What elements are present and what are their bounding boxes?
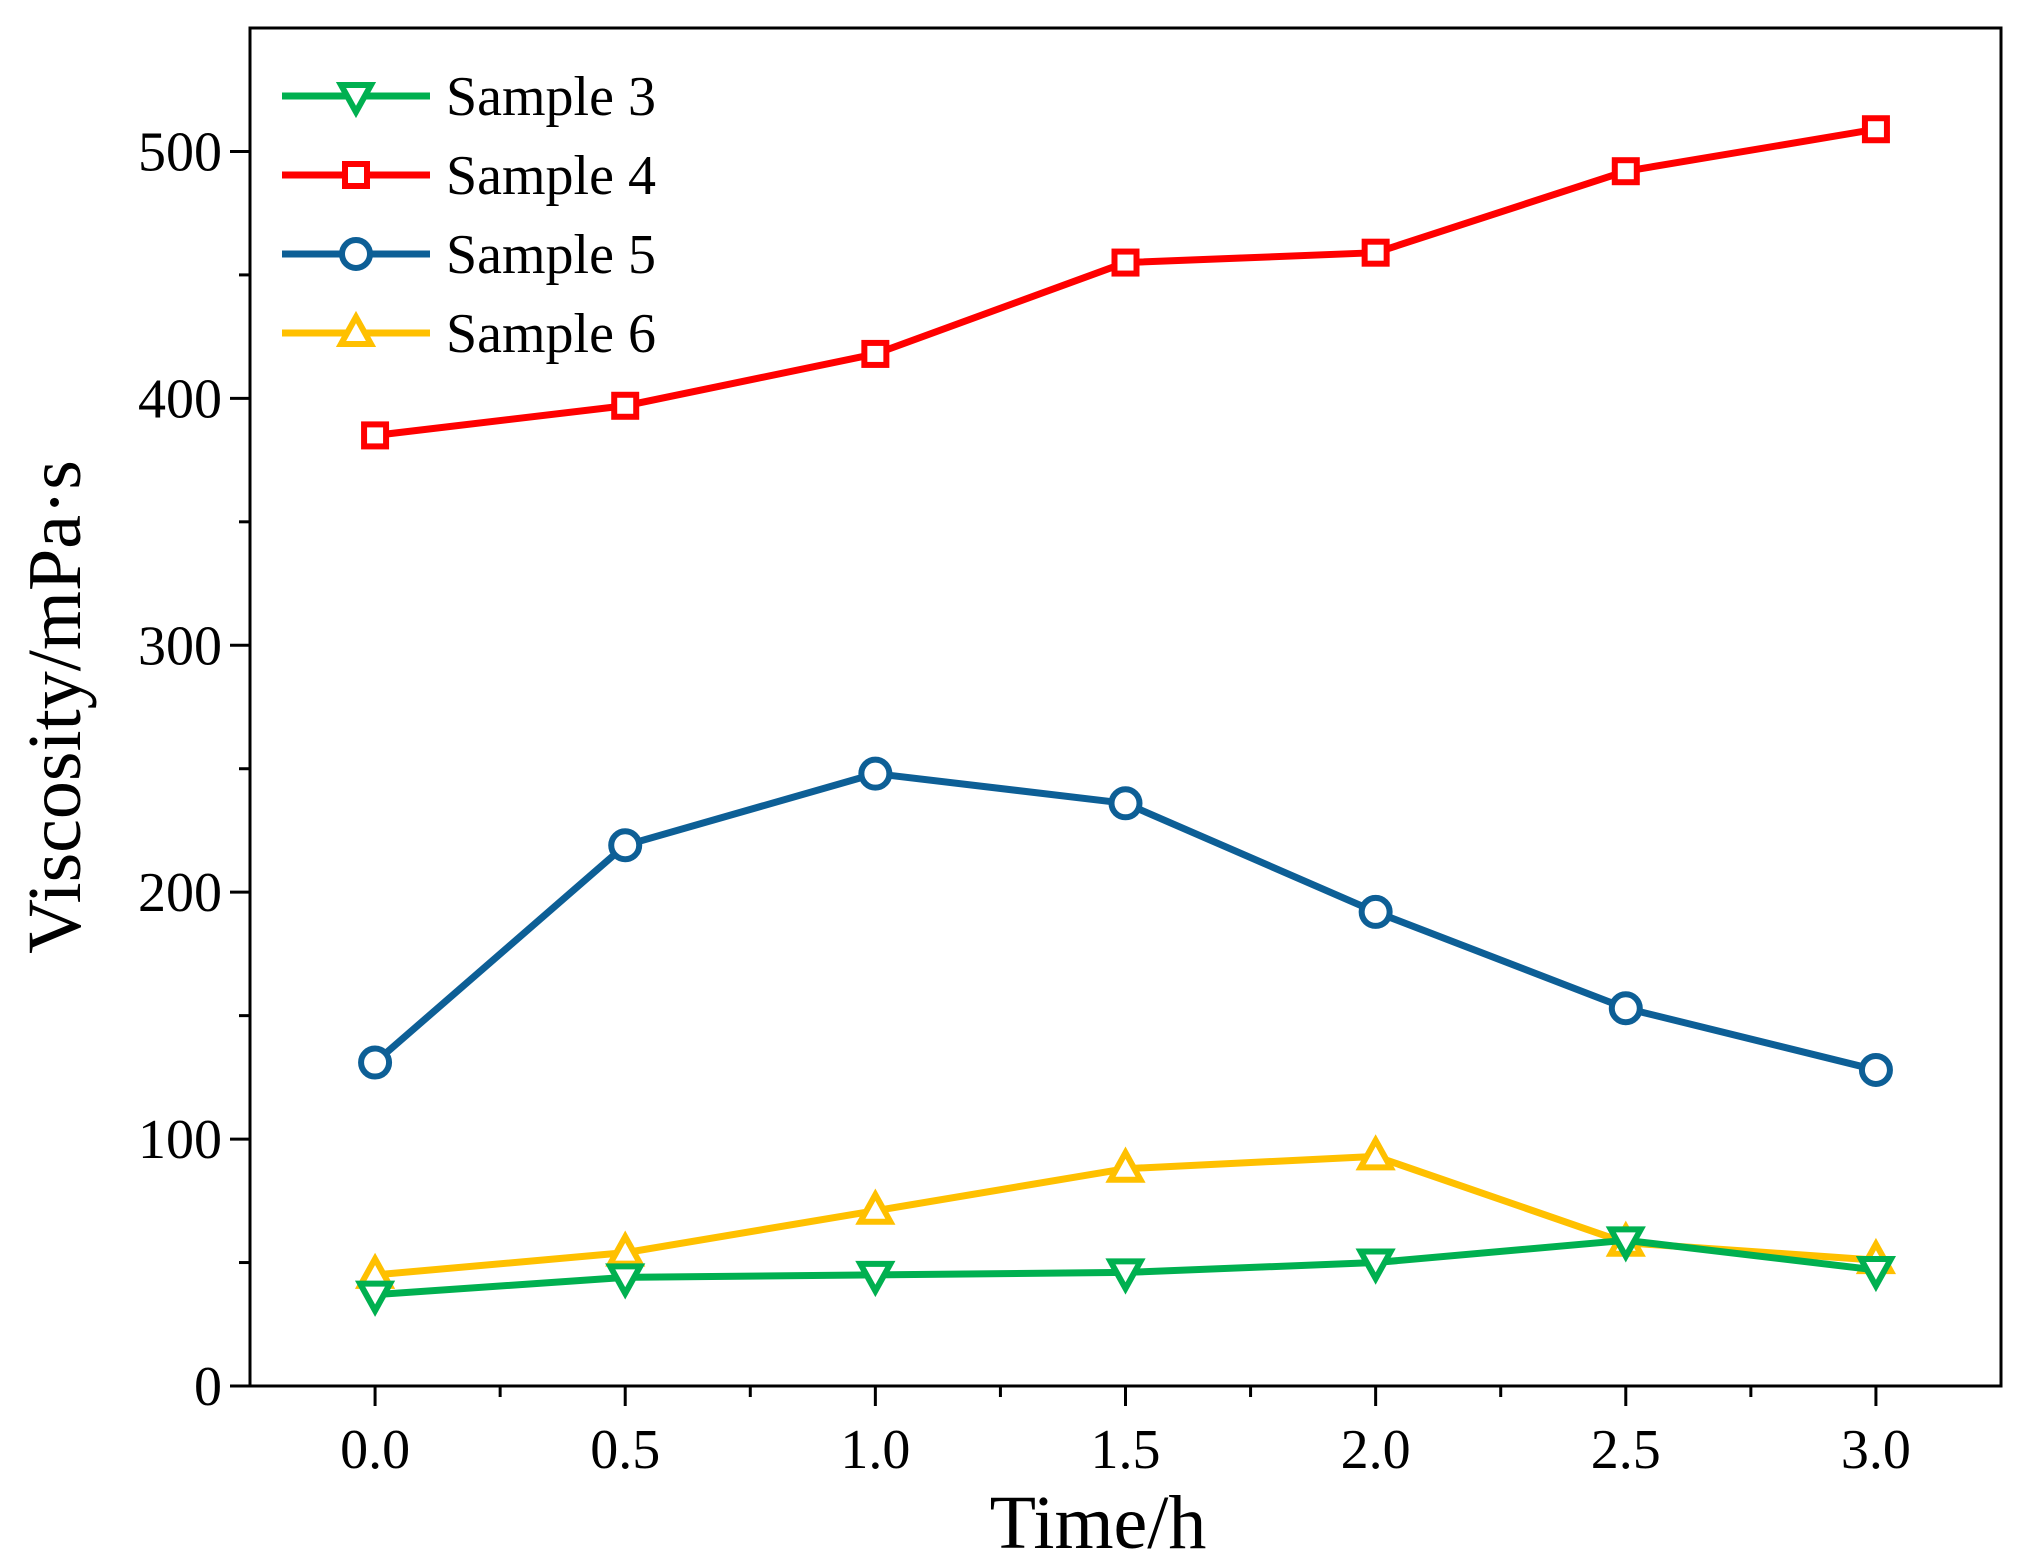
- y-tick-label: 200: [138, 862, 222, 924]
- sample-3-point: [1605, 1226, 1646, 1263]
- sample-4-point: [1361, 238, 1390, 267]
- sample-5-point: [1108, 786, 1143, 821]
- y-axis-ticks: 0 100 200 300 400 500: [138, 121, 250, 1418]
- sample-4-point: [1611, 157, 1640, 186]
- x-tick-label: 3.0: [1841, 1419, 1911, 1481]
- y-tick-label: 300: [138, 615, 222, 677]
- x-axis-ticks: 0.0 0.5 1.0 1.5 2.0 2.5 3.0: [340, 1386, 1911, 1481]
- legend-marker: [335, 310, 377, 347]
- series-sample-5: [358, 756, 1893, 1087]
- sample-6-point: [1105, 1146, 1146, 1183]
- legend-label: Sample 6: [446, 303, 656, 365]
- sample-3-point: [354, 1280, 396, 1317]
- series-sample-4: [361, 115, 1890, 450]
- series-sample-3: [354, 1226, 1897, 1317]
- sample-5-point: [608, 828, 643, 863]
- sample-4-point: [1111, 248, 1140, 277]
- legend-marker: [339, 237, 373, 271]
- legend: Sample 3 Sample 4 Sample 5 Sample 6: [282, 66, 656, 365]
- sample-5-point: [858, 756, 893, 791]
- legend-item-sample-5: Sample 5: [282, 224, 656, 286]
- legend-item-sample-6: Sample 6: [282, 303, 656, 365]
- sample-4-point: [611, 391, 640, 420]
- x-tick-label: 1.0: [840, 1419, 910, 1481]
- sample-5-point: [1358, 894, 1393, 929]
- y-tick-label: 400: [138, 368, 222, 430]
- sample-5-point: [1608, 991, 1643, 1026]
- x-axis-title: Time/h: [990, 1481, 1207, 1564]
- y-tick-label: 500: [138, 121, 222, 183]
- x-tick-label: 0.5: [590, 1419, 660, 1481]
- x-tick-label: 0.0: [340, 1419, 410, 1481]
- sample-3-point: [1855, 1255, 1897, 1293]
- sample-4-point: [861, 339, 890, 368]
- legend-item-sample-4: Sample 4: [282, 145, 656, 207]
- y-tick-label: 100: [138, 1109, 222, 1171]
- series-layer: [354, 115, 1897, 1317]
- sample-5-point: [358, 1045, 393, 1080]
- sample-6-point: [1355, 1134, 1396, 1171]
- sample-4-point: [1861, 115, 1890, 144]
- sample-5-point: [1858, 1052, 1893, 1087]
- sample-3-point: [1105, 1258, 1146, 1295]
- legend-marker: [342, 161, 370, 189]
- sample-6-point: [605, 1230, 646, 1267]
- sample-4-point: [361, 421, 390, 450]
- legend-label: Sample 3: [446, 66, 656, 128]
- x-tick-label: 2.0: [1341, 1419, 1411, 1481]
- sample-6-point: [855, 1188, 896, 1225]
- y-tick-label: 0: [194, 1356, 222, 1418]
- sample-3-point: [605, 1263, 646, 1300]
- legend-label: Sample 4: [446, 145, 656, 207]
- legend-item-sample-3: Sample 3: [282, 66, 656, 128]
- legend-marker: [335, 82, 377, 119]
- sample-3-point: [855, 1260, 896, 1298]
- y-axis-title: Viscosity/mPa·s: [13, 460, 97, 954]
- x-tick-label: 2.5: [1591, 1419, 1661, 1481]
- sample-3-point: [1355, 1248, 1396, 1285]
- legend-label: Sample 5: [446, 224, 656, 286]
- x-tick-label: 1.5: [1091, 1419, 1161, 1481]
